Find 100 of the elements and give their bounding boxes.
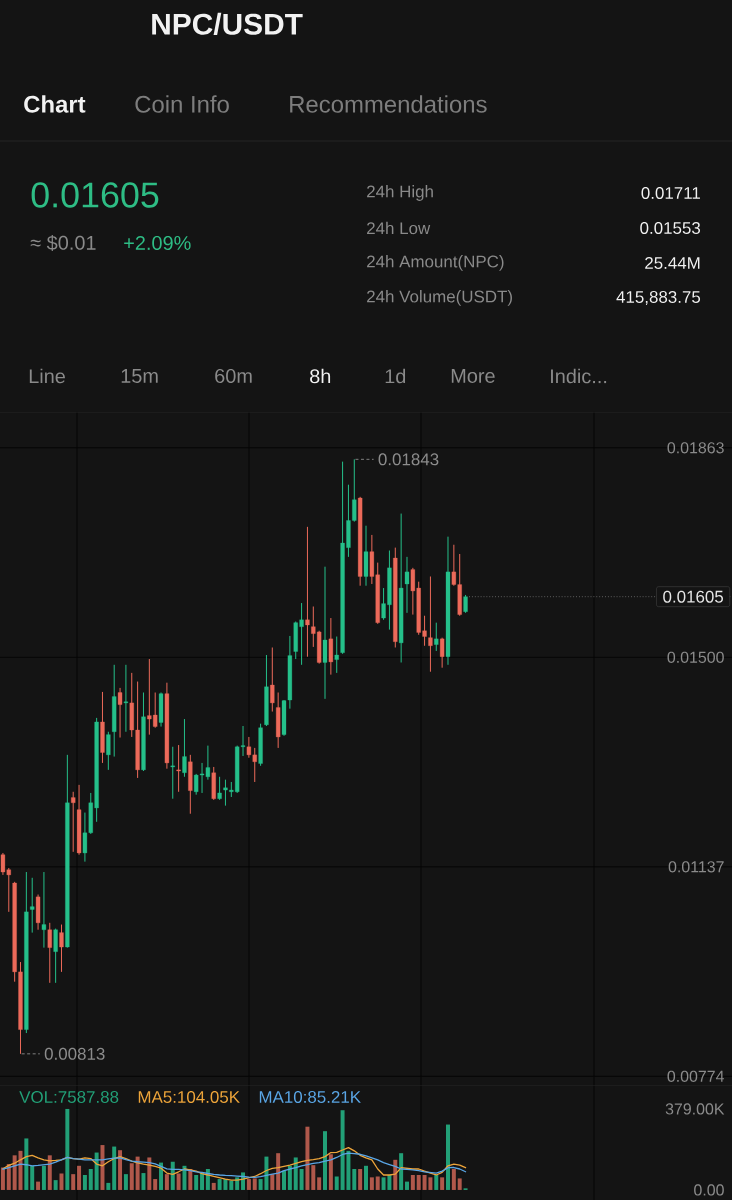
candlestick (439, 637, 445, 669)
bar (59, 1173, 64, 1190)
candlestick (182, 718, 187, 778)
bar (0, 1167, 5, 1190)
text: More (451, 369, 495, 383)
bar (317, 1177, 322, 1190)
text: 15m (121, 369, 158, 383)
bar (141, 1173, 146, 1190)
candlestick (404, 556, 410, 614)
candlestick (322, 566, 328, 700)
text: ≈ $0.01 (30, 234, 96, 252)
bar (451, 1169, 456, 1190)
text: 24h High (367, 185, 433, 201)
candlestick (59, 924, 64, 973)
bar (457, 1178, 462, 1190)
text: Coin Info (135, 95, 229, 113)
bar (147, 1157, 152, 1190)
bar (399, 1153, 404, 1190)
bar (369, 1177, 374, 1190)
bar (323, 1131, 327, 1190)
candlestick (428, 575, 433, 673)
candlestick (30, 877, 35, 934)
bar (30, 1165, 35, 1190)
bar (65, 1108, 70, 1190)
bar (416, 1174, 421, 1190)
bar (410, 1174, 415, 1190)
annotation: 0.00813 (44, 1047, 105, 1060)
candlestick (123, 664, 129, 733)
bar (153, 1179, 158, 1190)
y-tick-label: 0.00 (694, 1184, 724, 1196)
bar (229, 1180, 234, 1190)
annotation: 0.01843 (378, 453, 439, 466)
bar (112, 1146, 117, 1190)
text: 1d (385, 368, 406, 384)
bar (88, 1169, 93, 1190)
bar (434, 1174, 439, 1190)
series-label: VOL:7587.88 (19, 1091, 119, 1103)
candlestick (270, 646, 275, 713)
bar (334, 1176, 339, 1190)
bar (194, 1174, 199, 1190)
bar (252, 1178, 257, 1190)
candlestick (53, 928, 58, 984)
candlestick (434, 622, 439, 652)
bar (176, 1173, 181, 1190)
bar (446, 1124, 450, 1190)
y-tick-label: 0.00774 (667, 1070, 724, 1082)
candlestick (170, 746, 175, 800)
bar (375, 1176, 380, 1190)
text: 0.01605 (31, 182, 159, 208)
bar (41, 1165, 46, 1190)
bar (12, 1155, 17, 1190)
ref-line-label: 0.01605 (663, 590, 724, 603)
bar (71, 1174, 76, 1190)
bar (358, 1169, 363, 1190)
bar (287, 1165, 292, 1190)
bar (182, 1165, 187, 1190)
text: Indic... (551, 368, 607, 384)
bar (311, 1165, 316, 1190)
bar (129, 1163, 134, 1190)
bar (118, 1150, 123, 1190)
bar (405, 1181, 409, 1190)
candlestick (334, 636, 339, 674)
text: 0.01711 (641, 186, 700, 199)
bar (24, 1138, 29, 1190)
bar (305, 1126, 310, 1190)
y-tick-label: 0.01500 (667, 651, 724, 663)
y-tick-label: 0.01137 (668, 861, 724, 873)
text: 24h Volume(USDT) (367, 290, 512, 306)
text: Chart (24, 95, 86, 113)
text: +2.09% (124, 235, 191, 251)
y-tick-label: 379.00K (665, 1103, 725, 1115)
bar (293, 1157, 298, 1190)
text: 25.44M (645, 256, 700, 269)
bar (282, 1170, 287, 1190)
candlestick (305, 526, 310, 658)
y-tick-label: 0.01863 (667, 442, 724, 454)
bar (82, 1174, 87, 1190)
bar (77, 1165, 82, 1190)
bar (36, 1181, 41, 1190)
bar (123, 1174, 128, 1190)
candlestick (117, 687, 123, 739)
text: 24h Low (367, 221, 431, 235)
bar (53, 1180, 58, 1190)
bar (164, 1174, 169, 1190)
bar (276, 1153, 281, 1190)
bar (270, 1174, 275, 1190)
candlestick (328, 617, 334, 676)
candlestick (41, 871, 47, 949)
text: 0.01553 (640, 221, 701, 234)
candlestick (106, 731, 111, 771)
bar (299, 1169, 304, 1190)
bar (47, 1155, 52, 1190)
bar (211, 1182, 216, 1190)
text: Line (29, 368, 65, 384)
bar (328, 1154, 333, 1190)
text: MA5:104.05K (138, 1091, 240, 1103)
text: 8h (310, 368, 331, 384)
text: 60m (215, 368, 252, 384)
text: NPC/USDT (152, 12, 303, 36)
text: 415,883.75 (616, 290, 701, 305)
